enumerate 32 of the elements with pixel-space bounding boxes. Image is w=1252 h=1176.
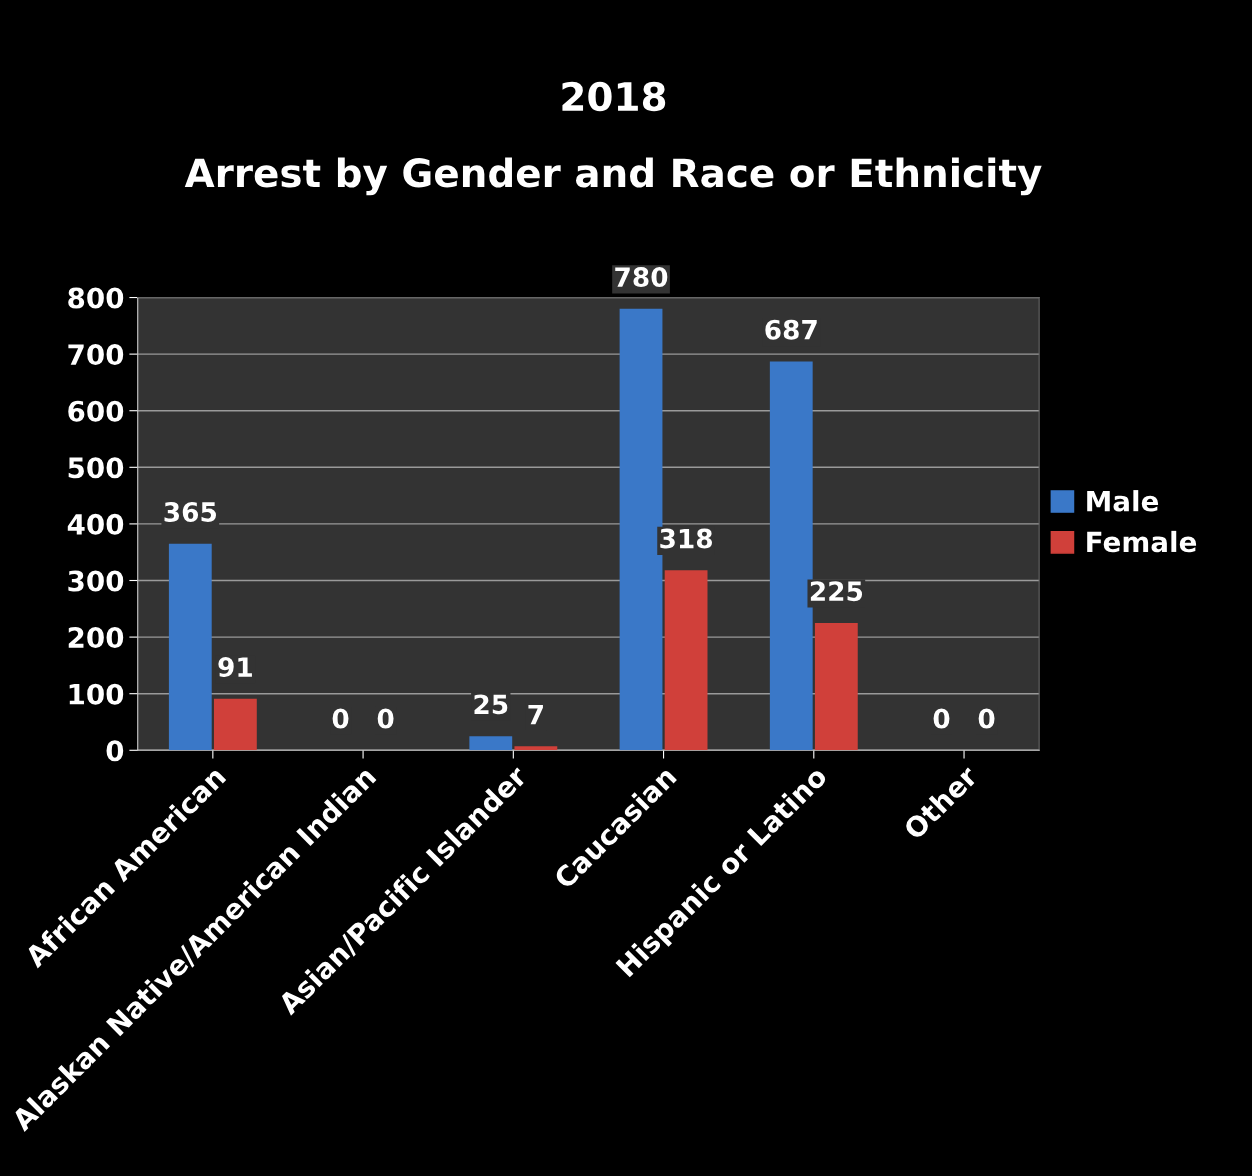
legend-label: Male xyxy=(1087,490,1159,512)
data-label: 365 xyxy=(164,501,216,522)
y-tick-label: 600 xyxy=(68,400,124,422)
data-label: 0 xyxy=(377,708,394,729)
bar xyxy=(664,570,708,751)
data-label: 25 xyxy=(474,694,508,715)
y-tick-label: 100 xyxy=(69,683,124,705)
bar xyxy=(514,746,558,751)
y-tick-label: 400 xyxy=(67,513,124,535)
data-label: 0 xyxy=(978,708,995,729)
bar xyxy=(168,543,212,751)
y-tick-label: 300 xyxy=(68,570,124,592)
y-tick-label: 0 xyxy=(106,740,124,762)
data-label: 0 xyxy=(933,708,950,729)
legend-label: Female xyxy=(1087,530,1197,553)
data-label: 780 xyxy=(615,267,668,288)
chart-title: 2018 xyxy=(562,81,666,112)
y-tick-label: 800 xyxy=(68,287,124,309)
bar xyxy=(213,698,257,751)
bar xyxy=(814,622,858,751)
data-label: 687 xyxy=(765,319,817,340)
data-label: 225 xyxy=(810,581,863,602)
data-label: 0 xyxy=(332,708,349,729)
y-tick-label: 700 xyxy=(68,344,124,366)
bar xyxy=(769,361,813,751)
data-label: 7 xyxy=(528,704,543,725)
chart-subtitle: Arrest by Gender and Race or Ethnicity xyxy=(184,157,1042,196)
data-label: 318 xyxy=(660,528,712,549)
y-tick-label: 500 xyxy=(68,457,124,479)
bar xyxy=(469,736,513,751)
y-tick-label: 200 xyxy=(68,627,124,649)
data-label: 91 xyxy=(218,657,252,678)
